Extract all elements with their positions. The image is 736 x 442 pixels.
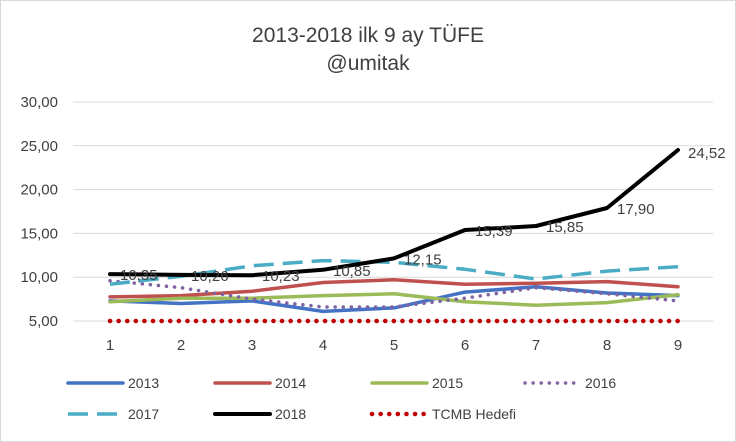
series-lines: [107, 148, 681, 324]
x-tick-label: 3: [248, 337, 256, 354]
data-label-2018-6: 15,39: [475, 223, 513, 240]
y-tick-label: 25,00: [20, 138, 58, 155]
x-tick-label: 1: [106, 337, 114, 354]
x-tick-label: 2: [177, 337, 185, 354]
data-label-2018-2: 10,26: [191, 268, 229, 285]
legend-label-tcmb-hedefi: TCMB Hedefi: [432, 406, 516, 422]
x-tick-label: 4: [319, 337, 327, 354]
y-tick-label: 20,00: [20, 182, 58, 199]
x-tick-label: 6: [461, 337, 469, 354]
legend-label-2017: 2017: [128, 406, 159, 422]
data-labels: 10,35 10,26 10,23 10,85 12,15 15,39 15,85 17,90…: [120, 145, 726, 285]
series-line-2015: [108, 292, 680, 307]
series-line-2018: [108, 148, 680, 278]
series-line-2014: [108, 278, 680, 299]
chart-subtitle: @umitak: [326, 52, 410, 75]
chart-title: 2013-2018 ilk 9 ay TÜFE: [252, 24, 484, 47]
data-label-2018-8: 17,90: [617, 201, 655, 218]
x-tick-label: 7: [532, 337, 540, 354]
axis-labels: 5,00 10,00 15,00 20,00 25,00 30,00 1 2 3 4 5 6 7 8 9: [20, 94, 682, 354]
data-label-2018-4: 10,85: [333, 263, 371, 280]
legend-label-2018: 2018: [275, 406, 306, 422]
x-tick-label: 9: [674, 337, 682, 354]
series-line-2017: [109, 258, 679, 286]
y-tick-label: 10,00: [20, 269, 58, 286]
data-label-2018-1: 10,35: [120, 267, 158, 284]
x-tick-label: 8: [603, 337, 611, 354]
y-tick-label: 15,00: [20, 225, 58, 242]
series-line-2016: [108, 278, 680, 309]
legend: 2013 2014 2015 2016 2017 2018 TCMB Hedefi: [66, 375, 616, 422]
legend-label-2016: 2016: [585, 375, 616, 391]
data-label-2018-5: 12,15: [404, 251, 442, 268]
data-label-2018-3: 10,23: [262, 268, 300, 285]
x-tick-label: 5: [390, 337, 398, 354]
data-label-2018-7: 15,85: [546, 219, 584, 236]
y-tick-label: 30,00: [20, 94, 58, 111]
legend-label-2015: 2015: [432, 375, 463, 391]
y-tick-label: 5,00: [29, 313, 58, 330]
data-label-2018-9: 24,52: [688, 145, 726, 162]
legend-label-2014: 2014: [275, 375, 306, 391]
legend-label-2013: 2013: [128, 375, 159, 391]
